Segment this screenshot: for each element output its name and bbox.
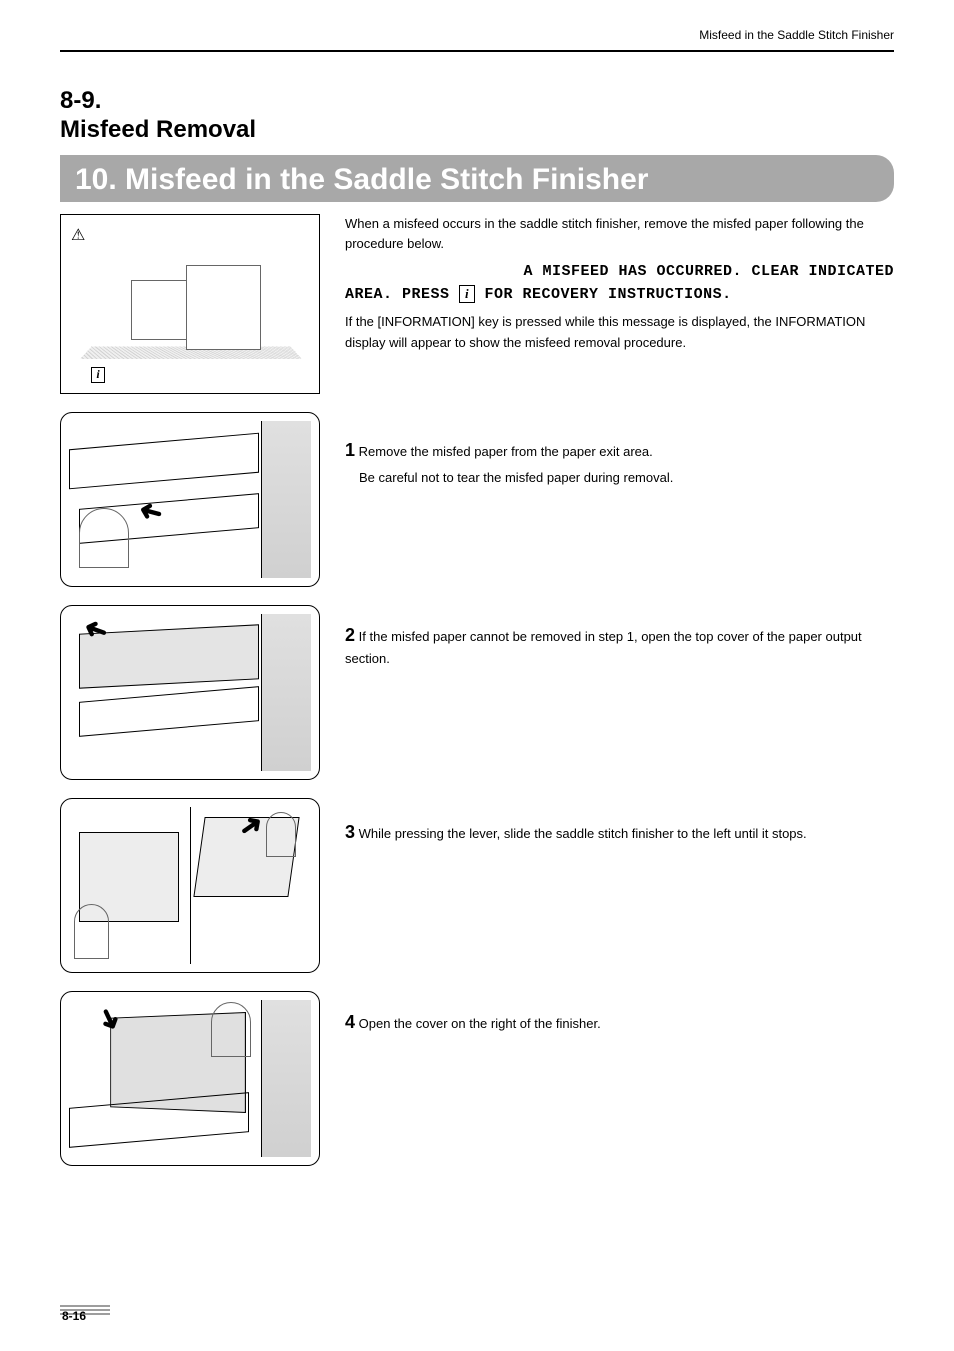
info-icon-inline: i xyxy=(459,285,475,303)
step-2-number: 2 xyxy=(345,625,355,645)
caution-icon: ⚠ xyxy=(71,225,85,245)
parent-section-number: 8-9. xyxy=(60,87,894,116)
step-3-text: 3 While pressing the lever, slide the sa… xyxy=(345,764,894,846)
printer-schematic xyxy=(116,245,266,365)
error-message-line1: A MISFEED HAS OCCURRED. CLEAR INDICATED xyxy=(523,263,894,280)
page-title: Misfeed in the Saddle Stitch Finisher xyxy=(60,28,894,42)
error-message-line2a: AREA. PRESS xyxy=(345,286,459,303)
error-message-line2b: FOR RECOVERY INSTRUCTIONS. xyxy=(475,286,732,303)
info-icon: i xyxy=(91,367,105,383)
step-4-illustration: ➜ xyxy=(60,991,320,1166)
intro-paragraph: When a misfeed occurs in the saddle stit… xyxy=(345,214,894,354)
page-number: 8-16 xyxy=(62,1309,86,1323)
step-2-text: 2 If the misfed paper cannot be removed … xyxy=(345,567,894,669)
step-3-number: 3 xyxy=(345,822,355,842)
step-2-illustration: ➜ xyxy=(60,605,320,780)
step-4-number: 4 xyxy=(345,1012,355,1032)
step-3-illustration: ➜ xyxy=(60,798,320,973)
parent-section-title: Misfeed Removal xyxy=(60,116,894,145)
section-full-title: 10. Misfeed in the Saddle Stitch Finishe… xyxy=(75,163,648,196)
intro-body-text: If the [INFORMATION] key is pressed whil… xyxy=(345,312,894,354)
footer-divider xyxy=(60,1305,110,1307)
section-header-bar: 10. Misfeed in the Saddle Stitch Finishe… xyxy=(60,155,894,202)
header-divider xyxy=(60,50,894,52)
step-1-number: 1 xyxy=(345,440,355,460)
lcd-screen-illustration: ⚠ i xyxy=(60,214,320,394)
step-1-illustration: ➜ xyxy=(60,412,320,587)
step-4-text: 4 Open the cover on the right of the fin… xyxy=(345,954,894,1036)
step-1-text: 1 Remove the misfed paper from the paper… xyxy=(345,429,894,488)
